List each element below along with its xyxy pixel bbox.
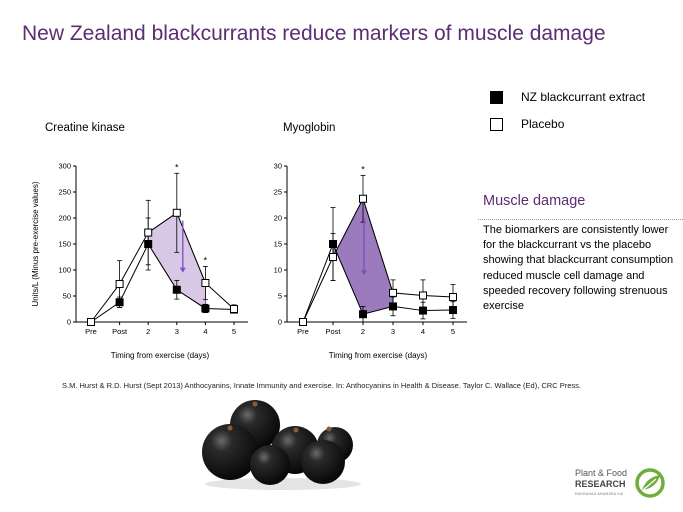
placebo-data-point [144, 228, 153, 237]
leaf-logo-icon [635, 468, 665, 498]
logo-text: Plant & Food [575, 468, 628, 478]
x-tick-label: 2 [146, 327, 150, 336]
divider [478, 219, 683, 220]
placebo-data-point [87, 318, 95, 326]
placebo-data-point [230, 305, 238, 313]
y-tick-label: 300 [58, 162, 71, 171]
plant-and-food-research-logo: Plant & Food RESEARCH RANGAHAU AHUMĀRA K… [572, 463, 672, 503]
x-tick-label: Post [112, 327, 128, 336]
x-tick-label: 4 [203, 327, 207, 336]
x-axis-label: Timing from exercise (days) [111, 351, 210, 360]
chart-title: Creatine kinase [45, 122, 125, 134]
significance-marker: * [204, 255, 208, 265]
significance-marker: * [175, 162, 179, 172]
side-body-text: The biomarkers are consistently lower fo… [483, 224, 674, 313]
placebo-data-point [172, 208, 181, 217]
reduction-arrow-head-icon [179, 267, 186, 273]
blackcurrant-series-line [90, 242, 235, 323]
blackcurrant-data-point [172, 285, 181, 294]
y-axis-label: Units/L (Minus pre-exercise values) [31, 181, 40, 306]
blackcurrant-data-point [201, 304, 210, 313]
citation: S.M. Hurst & R.D. Hurst (Sept 2013) Anth… [62, 381, 581, 390]
side-heading: Muscle damage [483, 193, 586, 209]
filled-square-marker [490, 90, 503, 104]
open-square-marker [490, 117, 503, 131]
blackcurrant-berries-image [202, 400, 361, 490]
legend-item-placebo: Placebo [490, 117, 645, 131]
logo-text: RANGAHAU AHUMĀRA KAI [575, 492, 624, 496]
legend-label: NZ blackcurrant extract [521, 90, 646, 104]
slide-title: New Zealand blackcurrants reduce markers… [22, 22, 606, 45]
logo-text: RESEARCH [575, 479, 626, 489]
y-tick-label: 100 [58, 266, 71, 275]
placebo-series-line [90, 212, 235, 323]
legend: NZ blackcurrant extract Placebo [490, 90, 645, 144]
x-tick-label: 3 [175, 327, 179, 336]
x-tick-label: Pre [85, 327, 97, 336]
y-tick-label: 200 [58, 214, 71, 223]
placebo-data-point [115, 280, 124, 289]
y-tick-label: 50 [63, 292, 71, 301]
y-tick-label: 0 [67, 318, 71, 327]
legend-label: Placebo [521, 117, 565, 131]
placebo-data-point [201, 279, 210, 287]
x-tick-label: 5 [232, 327, 236, 336]
y-tick-label: 150 [58, 240, 71, 249]
legend-item-blackcurrant: NZ blackcurrant extract [490, 90, 645, 104]
y-tick-label: 250 [58, 188, 71, 197]
